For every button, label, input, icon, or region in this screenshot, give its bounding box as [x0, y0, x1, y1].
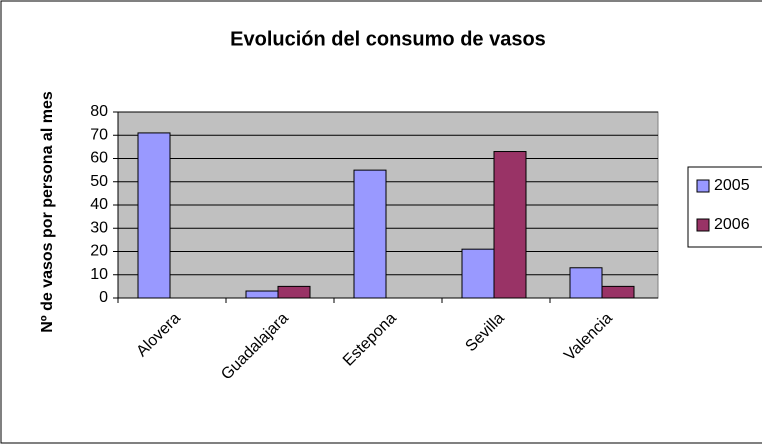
bar — [137, 132, 171, 299]
legend-label: 2006 — [714, 216, 750, 233]
y-tick-label: 50 — [90, 173, 108, 190]
bar — [569, 267, 603, 299]
y-tick-label: 10 — [90, 266, 108, 283]
legend-swatch — [696, 179, 710, 193]
bar — [601, 285, 635, 299]
bar — [277, 285, 311, 299]
legend-label: 2005 — [714, 177, 750, 194]
y-tick-label: 20 — [90, 243, 108, 260]
y-tick-label: 70 — [90, 126, 108, 143]
y-tick-label: 40 — [90, 196, 108, 213]
y-tick-label: 30 — [90, 219, 108, 236]
chart-title: Evolución del consumo de vasos — [230, 28, 546, 50]
y-tick-label: 60 — [90, 150, 108, 167]
bar — [461, 248, 495, 299]
bar — [493, 151, 527, 299]
bar — [353, 169, 387, 299]
legend-swatch — [696, 218, 710, 232]
bar — [245, 290, 279, 299]
y-tick-label: 0 — [99, 289, 108, 306]
y-tick-label: 80 — [90, 103, 108, 120]
y-axis-label: Nº de vasos por persona al mes — [39, 91, 56, 333]
